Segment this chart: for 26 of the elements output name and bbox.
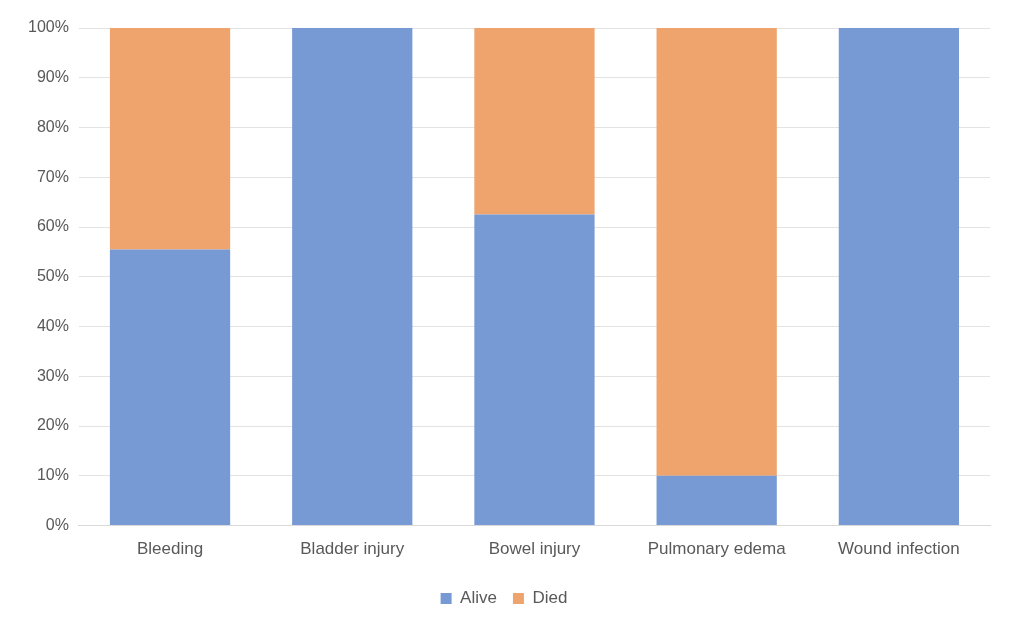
bar — [292, 28, 413, 526]
x-tick-label: Pulmonary edema — [647, 539, 787, 559]
y-tick-label: 50% — [36, 267, 69, 285]
y-tick-label: 20% — [36, 416, 69, 434]
y-tick-label: 80% — [36, 117, 69, 135]
bar — [656, 475, 777, 526]
y-tick-label: 90% — [36, 68, 69, 86]
legend-label: Died — [532, 588, 568, 608]
y-tick-label: 10% — [36, 466, 69, 484]
x-tick-label: Wound infection — [838, 539, 960, 559]
bar — [474, 214, 595, 526]
y-tick-label: 60% — [36, 217, 69, 235]
y-tick-label: 40% — [36, 316, 69, 334]
bar — [656, 28, 777, 476]
x-tick-label: Bladder injury — [300, 539, 405, 559]
x-tick-label: Bowel injury — [488, 539, 581, 559]
bar — [109, 249, 231, 526]
x-tick-label: Bleeding — [136, 539, 204, 559]
bar — [109, 28, 231, 250]
bar — [838, 28, 960, 526]
bar — [474, 28, 595, 215]
legend-label: Alive — [460, 588, 497, 608]
y-tick-label: 30% — [36, 366, 69, 384]
y-tick-label: 70% — [36, 167, 69, 185]
y-tick-label: 0% — [45, 516, 69, 534]
y-tick-label: 100% — [28, 18, 69, 36]
